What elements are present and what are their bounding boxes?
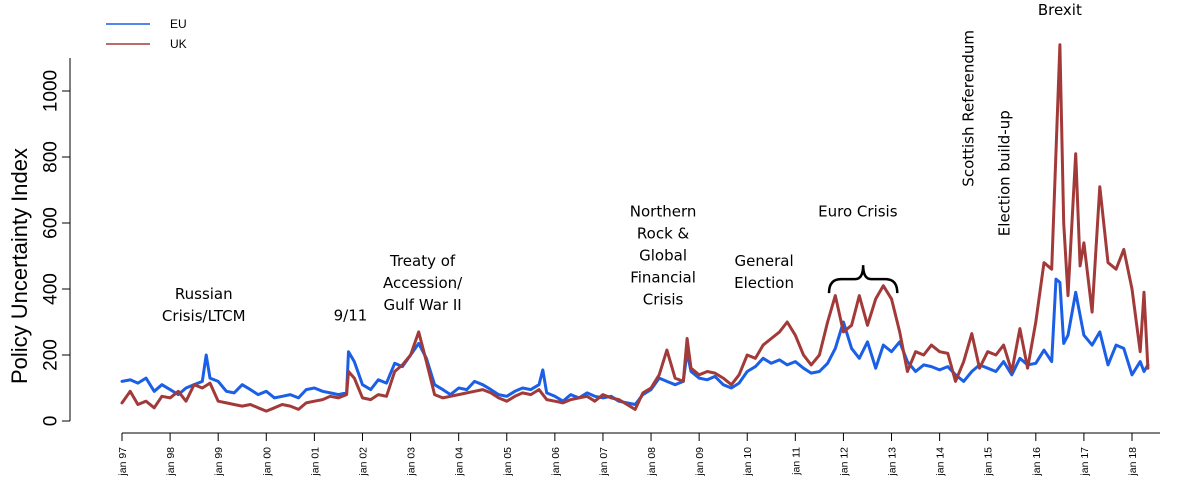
x-tick-label: jan 12 xyxy=(838,447,850,477)
event-annotations: Russian Crisis/LTCM 9/11 Treaty of Accession… xyxy=(162,1,1082,325)
x-tick-label: jan 05 xyxy=(502,447,514,477)
annotation-label: Global xyxy=(639,246,687,264)
series-line-eu xyxy=(120,277,1150,406)
annotation-label: Brexit xyxy=(1038,1,1082,19)
y-tick-label: 200 xyxy=(41,339,62,371)
annotation-label: Euro Crisis xyxy=(818,202,898,220)
annotation-label: General xyxy=(735,252,794,270)
y-axis: 0 200 400 600 800 1000 Policy Uncertainty Ind… xyxy=(7,58,71,427)
x-tick-label: jan 06 xyxy=(550,447,562,477)
x-tick-label: jan 11 xyxy=(790,447,802,476)
x-tick-label: jan 17 xyxy=(1079,447,1091,477)
x-tick-label: jan 13 xyxy=(887,447,899,477)
annotation-label: Election build-up xyxy=(996,110,1014,236)
y-tick-label: 1000 xyxy=(41,70,62,112)
annotation-label: Rock & xyxy=(637,224,690,242)
series-line-uk xyxy=(120,43,1150,413)
x-axis: jan 97 jan 98 jan 99 jan 00 jan 01 jan 02 jan … xyxy=(117,432,1160,477)
x-tick-label: jan 08 xyxy=(646,447,658,477)
x-tick-label: jan 98 xyxy=(165,447,177,477)
annotation-label: Accession/ xyxy=(383,274,463,292)
x-tick-label: jan 04 xyxy=(454,447,466,477)
annotation-label: Russian xyxy=(175,285,233,303)
annotation-label: Scottish Referendum xyxy=(959,30,977,187)
legend-label-uk: UK xyxy=(170,37,187,51)
annotation-label: Northern xyxy=(630,202,697,220)
x-tick-label: jan 18 xyxy=(1127,447,1139,477)
legend-label-eu: EU xyxy=(170,17,187,31)
x-tick-label: jan 09 xyxy=(694,447,706,477)
annotation-label: Crisis/LTCM xyxy=(162,307,246,325)
annotation-label: Financial xyxy=(630,268,696,286)
x-tick-label: jan 97 xyxy=(117,447,129,477)
x-tick-label: jan 02 xyxy=(357,447,369,477)
x-tick-label: jan 01 xyxy=(309,447,321,477)
x-tick-label: jan 03 xyxy=(406,447,418,477)
y-tick-label: 0 xyxy=(41,416,62,427)
x-tick-label: jan 99 xyxy=(213,447,225,477)
series-lines xyxy=(120,43,1150,413)
x-tick-label: jan 14 xyxy=(935,447,947,477)
x-tick-label: jan 16 xyxy=(1031,447,1043,477)
y-tick-label: 600 xyxy=(41,207,62,239)
annotation-label: Treaty of xyxy=(389,252,456,270)
legend: EU UK xyxy=(106,17,187,51)
y-tick-label: 400 xyxy=(41,273,62,305)
y-tick-label: 800 xyxy=(41,141,62,173)
annotation-label: Crisis xyxy=(643,290,684,308)
annotation-label: 9/11 xyxy=(334,306,368,324)
euro-crisis-brace xyxy=(827,265,899,294)
annotation-label: Election xyxy=(734,274,794,292)
y-axis-title: Policy Uncertainty Index xyxy=(7,148,32,384)
annotation-label: Gulf War II xyxy=(383,296,461,314)
x-tick-label: jan 10 xyxy=(742,447,754,477)
x-tick-label: jan 00 xyxy=(261,447,273,477)
x-tick-label: jan 07 xyxy=(598,447,610,477)
x-tick-label: jan 15 xyxy=(983,447,995,477)
